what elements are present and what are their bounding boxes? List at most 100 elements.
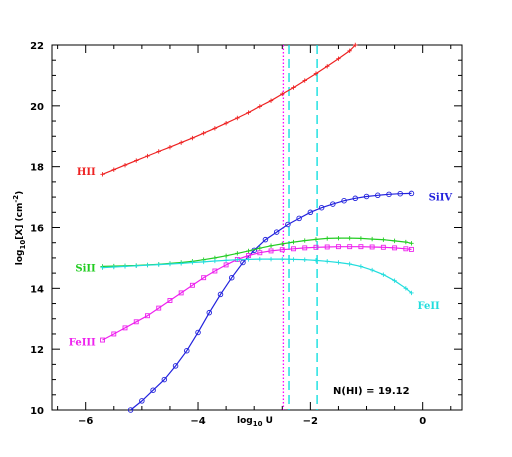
y-axis-title: log10[X] (cm-2) bbox=[12, 191, 27, 266]
data-point bbox=[397, 190, 403, 197]
data-point bbox=[262, 236, 269, 243]
series-label-hii: HII bbox=[77, 167, 96, 178]
series-siiv bbox=[127, 190, 415, 413]
data-point bbox=[122, 264, 128, 269]
data-point bbox=[358, 244, 364, 250]
data-point bbox=[392, 245, 398, 251]
data-point bbox=[268, 98, 274, 103]
data-point bbox=[235, 257, 240, 262]
data-point bbox=[178, 290, 184, 296]
data-point bbox=[156, 149, 161, 154]
data-point bbox=[358, 236, 364, 241]
data-point bbox=[223, 258, 229, 263]
data-point bbox=[336, 56, 341, 61]
data-point bbox=[178, 261, 184, 266]
data-point bbox=[228, 274, 235, 281]
data-point bbox=[280, 241, 285, 247]
data-point bbox=[285, 221, 291, 228]
series-line-hii bbox=[102, 44, 356, 175]
data-point bbox=[190, 135, 195, 141]
data-point bbox=[313, 244, 319, 250]
data-point bbox=[352, 195, 359, 202]
data-point bbox=[127, 407, 134, 413]
data-point bbox=[336, 260, 341, 265]
data-point bbox=[409, 290, 414, 296]
data-point bbox=[139, 398, 145, 404]
data-point bbox=[347, 244, 353, 250]
data-point bbox=[302, 78, 307, 83]
data-point bbox=[134, 158, 139, 163]
data-point bbox=[313, 71, 319, 76]
data-point bbox=[280, 256, 285, 262]
series-line-siiv bbox=[130, 192, 412, 411]
x-tick-label: 0 bbox=[419, 416, 426, 427]
data-point bbox=[325, 236, 330, 241]
data-point bbox=[184, 347, 190, 354]
data-point bbox=[201, 259, 206, 265]
data-point bbox=[235, 115, 240, 121]
nhi-annotation: N(HI) = 19.12 bbox=[333, 386, 410, 397]
series-line-feii bbox=[102, 258, 412, 294]
data-point bbox=[195, 329, 201, 336]
data-point bbox=[167, 261, 173, 267]
data-point bbox=[257, 104, 263, 109]
data-point bbox=[347, 235, 352, 241]
y-tick-label: 10 bbox=[30, 406, 44, 417]
data-point bbox=[358, 264, 364, 269]
data-point bbox=[341, 197, 347, 204]
data-point bbox=[134, 263, 139, 269]
data-point bbox=[257, 256, 263, 262]
data-point bbox=[223, 262, 229, 268]
data-point bbox=[335, 244, 341, 250]
data-point bbox=[217, 291, 224, 298]
series-hii bbox=[100, 42, 358, 177]
data-point bbox=[336, 235, 341, 241]
data-point bbox=[145, 153, 150, 159]
data-point bbox=[122, 325, 128, 331]
data-point bbox=[100, 337, 105, 343]
x-tick-label: −4 bbox=[190, 416, 205, 427]
data-point bbox=[145, 263, 150, 268]
series-label-feiii: FeIII bbox=[69, 338, 96, 349]
data-point bbox=[189, 282, 195, 288]
series-label-siii: SiII bbox=[75, 264, 96, 275]
y-tick-label: 20 bbox=[30, 102, 44, 113]
data-point bbox=[291, 239, 296, 245]
data-point bbox=[403, 246, 409, 252]
data-point bbox=[206, 309, 213, 316]
x-tick-label: −2 bbox=[303, 416, 318, 427]
data-point bbox=[257, 245, 263, 251]
data-point bbox=[111, 167, 116, 172]
data-point bbox=[223, 253, 229, 258]
data-point bbox=[324, 244, 330, 250]
data-point bbox=[380, 244, 386, 250]
data-point bbox=[369, 244, 375, 250]
data-point bbox=[279, 247, 285, 253]
x-axis-title: log10 U bbox=[237, 416, 273, 428]
data-point bbox=[280, 91, 285, 97]
data-point bbox=[100, 265, 105, 270]
data-point bbox=[392, 278, 397, 283]
data-point bbox=[201, 131, 206, 136]
series-label-feii: FeII bbox=[417, 301, 440, 312]
data-point bbox=[235, 251, 240, 256]
data-point bbox=[409, 246, 414, 252]
data-point bbox=[330, 201, 336, 207]
data-point bbox=[325, 64, 330, 69]
y-tick-label: 16 bbox=[30, 224, 44, 235]
data-point bbox=[347, 48, 352, 53]
data-point bbox=[318, 204, 325, 211]
data-point bbox=[325, 259, 330, 264]
y-tick-label: 18 bbox=[30, 163, 44, 174]
data-point bbox=[381, 272, 386, 277]
data-point bbox=[291, 246, 296, 252]
data-point bbox=[291, 257, 296, 262]
data-point bbox=[246, 248, 251, 254]
series-feiii bbox=[100, 244, 414, 343]
data-point bbox=[111, 264, 116, 270]
data-point bbox=[273, 229, 280, 235]
data-point bbox=[363, 193, 370, 200]
y-tick-label: 14 bbox=[30, 284, 44, 295]
data-point bbox=[167, 298, 173, 303]
data-point bbox=[190, 260, 195, 265]
